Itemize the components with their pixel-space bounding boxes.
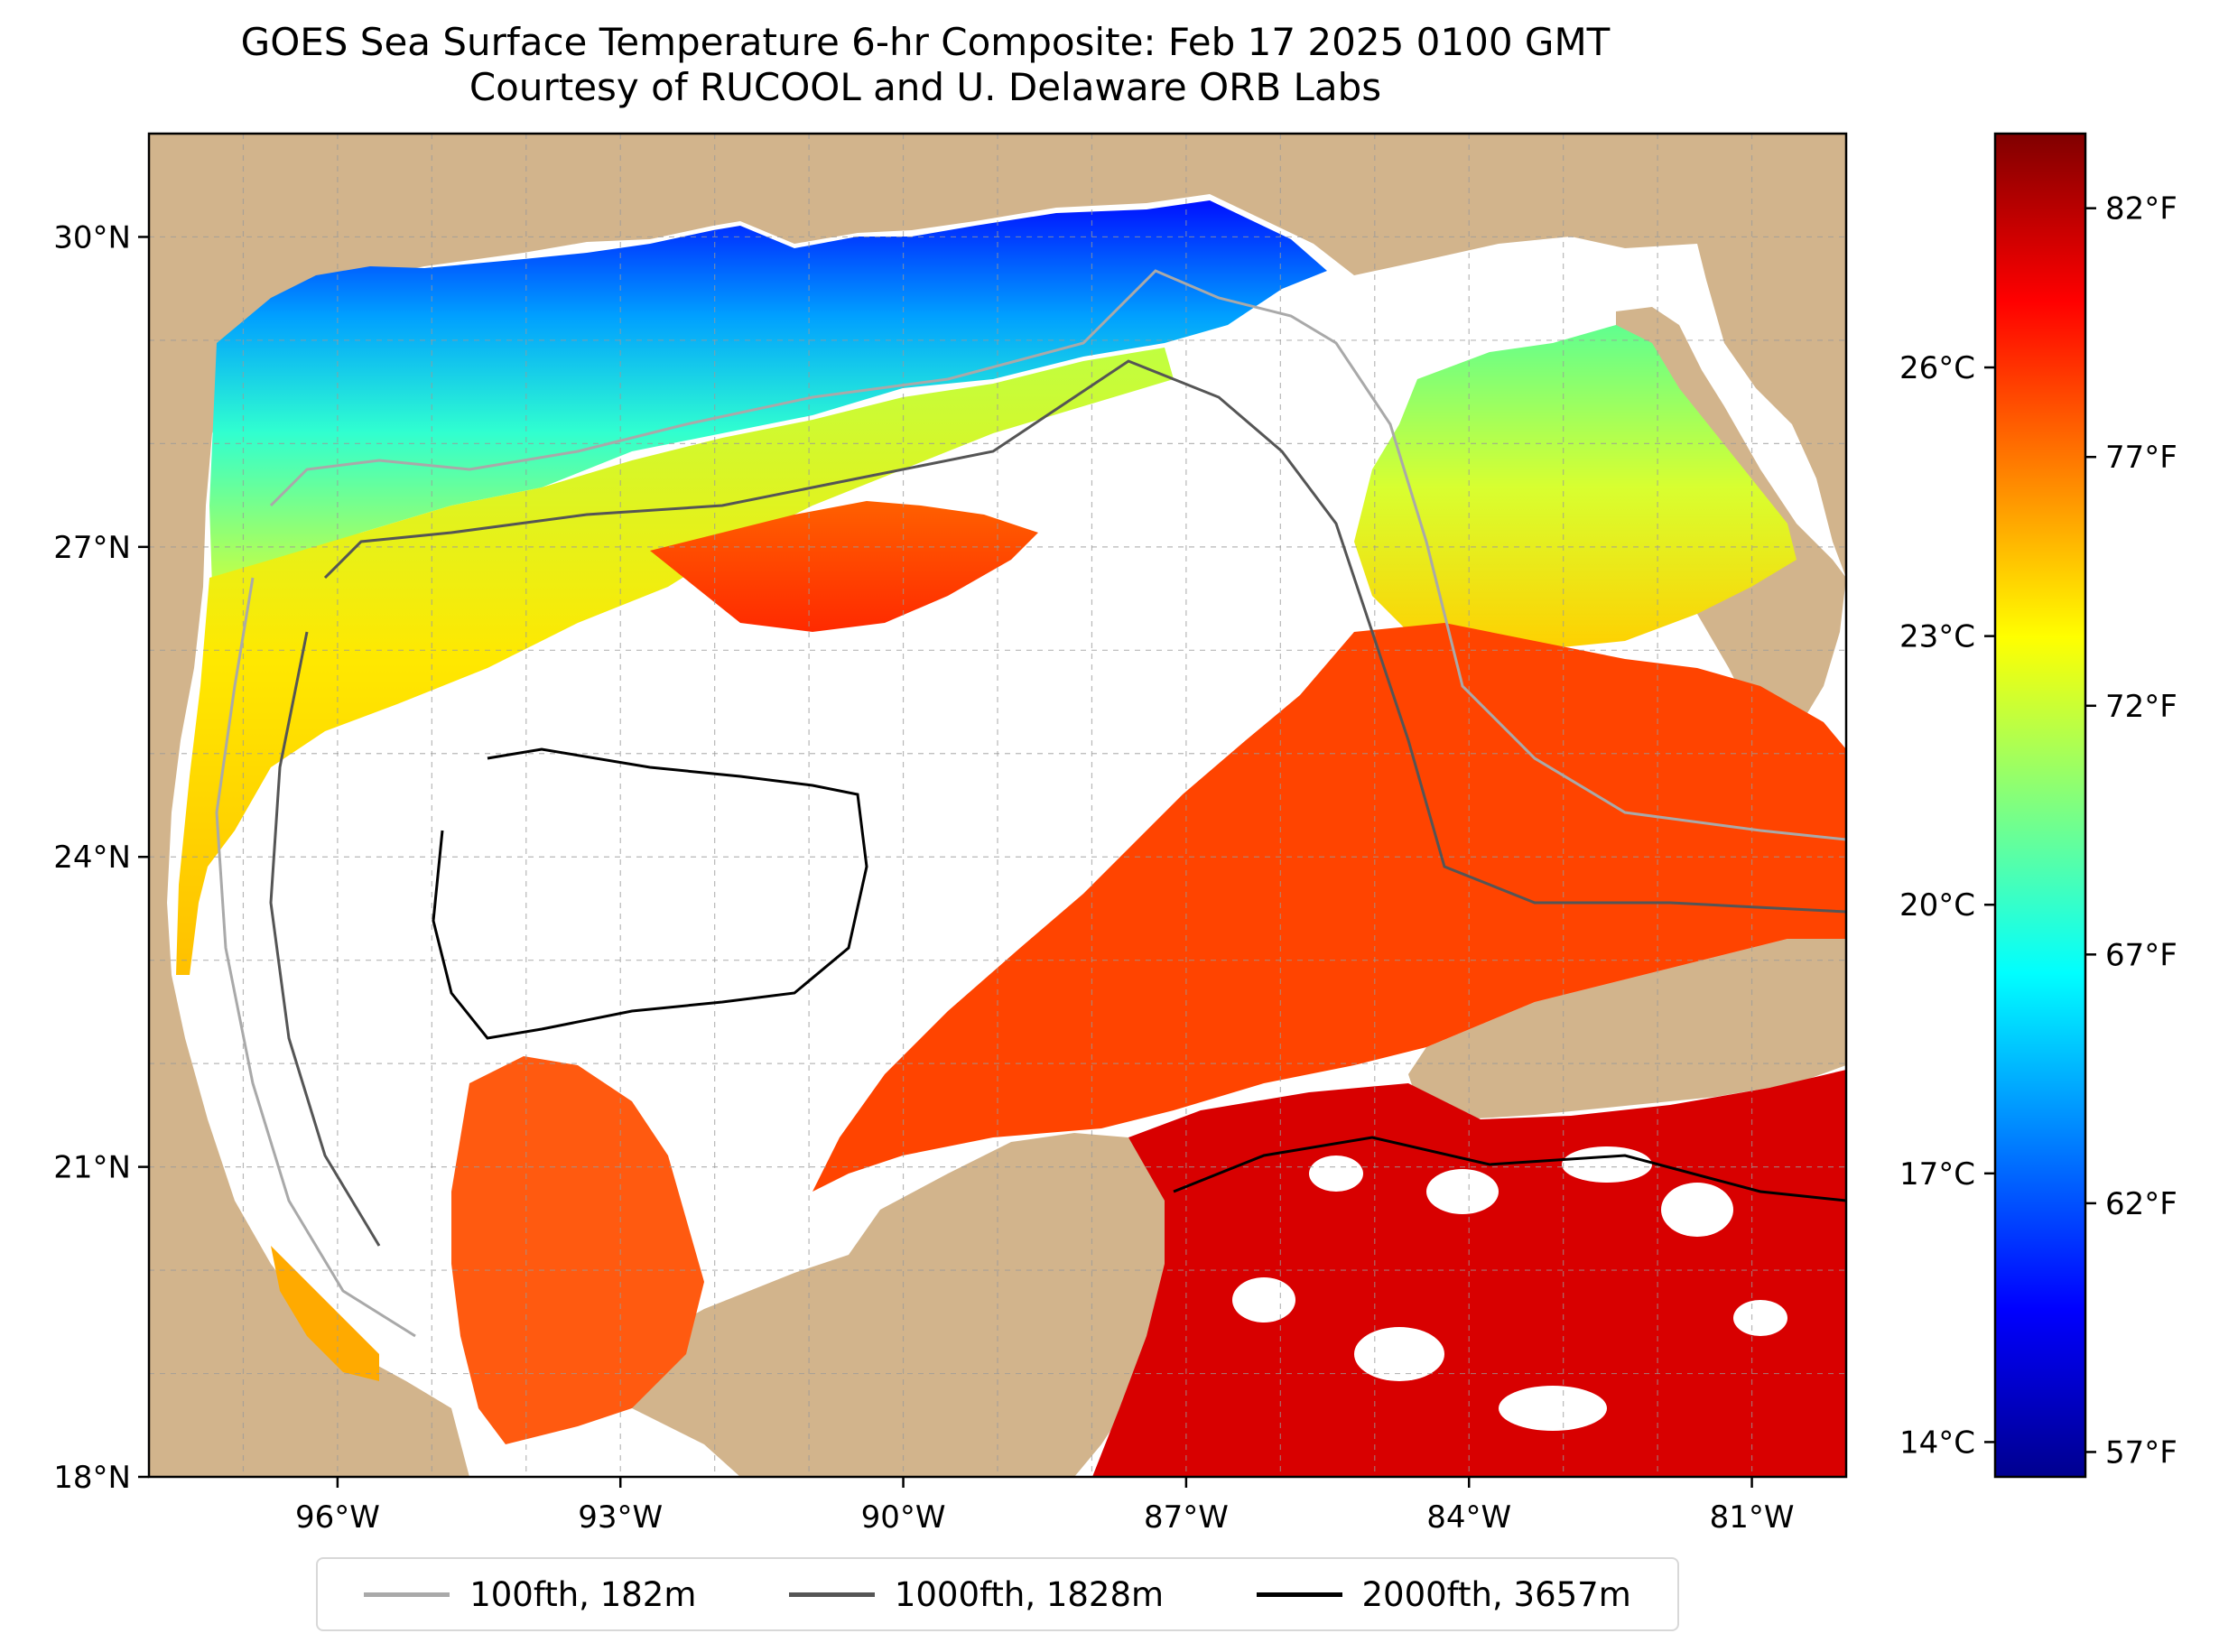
lon-tick-label: 87°W bbox=[1144, 1499, 1229, 1536]
legend-label-2000fth: 2000fth, 3657m bbox=[1361, 1574, 1631, 1614]
cloud-gap-7 bbox=[1733, 1300, 1787, 1336]
sst-bay-of-campeche bbox=[451, 1056, 704, 1444]
lat-tick-label: 30°N bbox=[53, 219, 131, 255]
colorbar-ticks: 57°F 62°F 67°F 72°F 77°F 82°F 14°C 17°C 20°C 23°C… bbox=[1899, 191, 2177, 1471]
contour-100fth-north bbox=[269, 269, 1846, 841]
land-yucatan bbox=[578, 1133, 1183, 1477]
c-tick-label: 26°C bbox=[1899, 350, 1975, 386]
contour-2000fth-sigsbee bbox=[432, 747, 868, 1040]
sst-florida-shelf bbox=[1354, 325, 1797, 650]
lat-tick-label: 18°N bbox=[53, 1460, 131, 1496]
contour-legend: 100fth, 182m 1000fth, 1828m 2000fth, 365… bbox=[316, 1557, 1679, 1631]
sst-loop-current bbox=[812, 623, 1846, 1192]
graticule bbox=[149, 134, 1846, 1477]
f-tick-label: 67°F bbox=[2105, 937, 2177, 973]
legend-item-1000fth: 1000fth, 1828m bbox=[788, 1574, 1165, 1614]
sst-field bbox=[176, 200, 1846, 1477]
sst-central-eddy bbox=[650, 501, 1038, 632]
c-tick-label: 23°C bbox=[1899, 619, 1975, 655]
title-line-2: Courtesy of RUCOOL and U. Delaware ORB L… bbox=[469, 65, 1382, 109]
lon-tick-label: 96°W bbox=[295, 1499, 380, 1536]
cloud-gap-4 bbox=[1354, 1327, 1444, 1381]
lon-tick-label: 84°W bbox=[1426, 1499, 1511, 1536]
cloud-gap-0 bbox=[1309, 1155, 1363, 1192]
legend-label-100fth: 100fth, 182m bbox=[469, 1574, 697, 1614]
legend-swatch-1000fth bbox=[788, 1592, 875, 1597]
sst-veracruz-coast bbox=[271, 1246, 379, 1381]
lat-tick-label: 24°N bbox=[53, 840, 131, 876]
cloud-gap-6 bbox=[1232, 1277, 1295, 1323]
contour-2000fth-caribbean bbox=[1173, 1136, 1846, 1202]
contour-1000fth-west bbox=[269, 631, 381, 1247]
f-tick-label: 82°F bbox=[2105, 191, 2177, 227]
colorbar bbox=[1993, 132, 2087, 1479]
lon-tick-label: 90°W bbox=[861, 1499, 946, 1536]
lon-tick-label: 81°W bbox=[1710, 1499, 1795, 1536]
c-tick-label: 17°C bbox=[1899, 1156, 1975, 1193]
c-tick-label: 14°C bbox=[1899, 1425, 1975, 1461]
cloud-gap-1 bbox=[1426, 1169, 1499, 1214]
c-tick-label: 20°C bbox=[1899, 887, 1975, 923]
legend-label-1000fth: 1000fth, 1828m bbox=[894, 1574, 1165, 1614]
map-area bbox=[149, 134, 1846, 1477]
title-line-1: GOES Sea Surface Temperature 6-hr Compos… bbox=[240, 20, 1611, 64]
cloud-gap-3 bbox=[1661, 1183, 1733, 1237]
f-tick-label: 62°F bbox=[2105, 1186, 2177, 1222]
map-axis-ticks: 96°W 93°W 90°W 87°W 84°W 81°W 18°N 21°N 24°N 27°N… bbox=[53, 219, 1794, 1536]
legend-swatch-2000fth bbox=[1256, 1592, 1342, 1597]
contour-1000fth-north bbox=[323, 359, 1846, 914]
f-tick-label: 57°F bbox=[2105, 1434, 2177, 1471]
land-cuba bbox=[1408, 939, 1846, 1119]
colorbar-gradient bbox=[1993, 132, 2087, 1479]
sst-north-shelf bbox=[209, 200, 1327, 587]
legend-item-100fth: 100fth, 182m bbox=[364, 1575, 696, 1614]
cloud-gap-5 bbox=[1499, 1386, 1607, 1431]
legend-swatch-100fth bbox=[364, 1592, 450, 1597]
land-florida-upper bbox=[1697, 134, 1846, 578]
chart-title: GOES Sea Surface Temperature 6-hr Compos… bbox=[0, 20, 1851, 110]
sst-western-band bbox=[176, 348, 1174, 975]
lat-tick-label: 21°N bbox=[53, 1150, 131, 1186]
land-north-west-mexico bbox=[149, 134, 1697, 1477]
cloud-gap-2 bbox=[1562, 1146, 1652, 1183]
contour-100fth-west bbox=[215, 577, 416, 1338]
map-frame bbox=[147, 132, 1848, 1479]
lon-tick-label: 93°W bbox=[578, 1499, 663, 1536]
f-tick-label: 77°F bbox=[2105, 440, 2177, 476]
f-tick-label: 72°F bbox=[2105, 689, 2177, 725]
lat-tick-label: 27°N bbox=[53, 530, 131, 566]
bathymetry-contours bbox=[215, 269, 1846, 1338]
legend-item-2000fth: 2000fth, 3657m bbox=[1256, 1574, 1631, 1614]
